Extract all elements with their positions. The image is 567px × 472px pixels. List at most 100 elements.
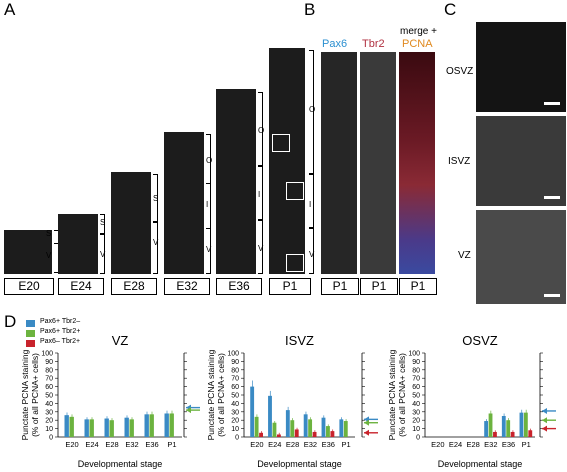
- x-tick-label: E32: [304, 440, 317, 449]
- arrow-head: [542, 407, 547, 414]
- y-tick-label: 0: [49, 435, 53, 442]
- bar: [321, 417, 326, 437]
- x-tick-label: E20: [250, 440, 263, 449]
- x-tick-label: E24: [268, 440, 281, 449]
- bar: [294, 429, 299, 437]
- y-tick-label: 40: [231, 401, 239, 408]
- y-tick-label: 30: [231, 409, 239, 416]
- micrograph-e20: [4, 230, 52, 274]
- micrograph-e36: [216, 89, 256, 274]
- y-tick-label: 50: [412, 393, 420, 400]
- x-tick-label: P1: [341, 440, 350, 449]
- zone-bracket: [100, 234, 105, 274]
- stage-label-p1-merge: P1: [399, 278, 437, 295]
- micrograph-osvz-zoom: [476, 22, 566, 112]
- arrow-head: [542, 417, 547, 424]
- y-tick-label: 90: [231, 359, 239, 366]
- bar: [149, 414, 154, 437]
- zone-label: I: [309, 200, 312, 209]
- channel-label-pcna: PCNA: [402, 38, 433, 50]
- micrograph-merge: [399, 52, 435, 274]
- y-tick-label: 40: [412, 401, 420, 408]
- panel-letter-d: D: [4, 312, 17, 331]
- arrow-head: [364, 419, 369, 426]
- bar: [303, 414, 308, 437]
- bar: [104, 418, 109, 437]
- y-tick-label: 10: [231, 426, 239, 433]
- chart-title: VZ: [112, 333, 129, 348]
- chart-title: ISVZ: [285, 333, 314, 348]
- zone-label-vz: VZ: [458, 250, 471, 261]
- bar: [488, 413, 493, 437]
- y-tick-label: 60: [412, 384, 420, 391]
- bar: [124, 417, 129, 437]
- scale-bar: [544, 196, 560, 199]
- x-tick-label: E28: [286, 440, 299, 449]
- zone-label: I: [206, 200, 209, 209]
- bar: [129, 419, 134, 437]
- micrograph-vz-zoom: [476, 210, 566, 304]
- bar: [169, 413, 174, 437]
- zone-bracket: [153, 222, 158, 274]
- y-axis-label: (% of all PCNA+ cells): [216, 353, 226, 437]
- y-tick-label: 70: [45, 376, 53, 383]
- y-tick-label: 20: [45, 418, 53, 425]
- bar: [268, 395, 272, 437]
- zone-label: S: [153, 194, 159, 203]
- zone-label: V: [206, 245, 212, 254]
- channel-label-tbr2: Tbr2: [362, 38, 385, 50]
- x-tick-label: P1: [167, 440, 176, 449]
- bar: [308, 419, 313, 437]
- x-tick-label: E28: [466, 440, 479, 449]
- y-tick-label: 100: [41, 351, 53, 358]
- y-tick-label: 60: [231, 384, 239, 391]
- zone-label: O: [258, 126, 265, 135]
- zone-label: V: [153, 238, 159, 247]
- bar: [164, 413, 169, 437]
- bar: [519, 412, 524, 437]
- chart-title: OSVZ: [462, 333, 497, 348]
- bar: [84, 419, 89, 437]
- panel-letter-b: B: [304, 0, 316, 19]
- y-tick-label: 40: [45, 401, 53, 408]
- bar: [343, 421, 348, 437]
- zone-label: S: [46, 229, 52, 238]
- x-tick-label: E36: [502, 440, 515, 449]
- y-tick-label: 90: [412, 359, 420, 366]
- zone-bracket: [206, 228, 211, 274]
- y-tick-label: 70: [231, 376, 239, 383]
- arrow-head: [542, 425, 547, 432]
- y-tick-label: 80: [231, 367, 239, 374]
- micrograph-e24: [58, 214, 98, 274]
- zone-label-isvz: ISVZ: [448, 156, 471, 167]
- bar: [69, 416, 74, 437]
- x-tick-label: E20: [431, 440, 444, 449]
- stage-label-p1: P1: [269, 278, 311, 295]
- bar: [506, 420, 511, 437]
- y-tick-label: 20: [231, 418, 239, 425]
- bar: [144, 414, 149, 437]
- zone-bracket: [258, 166, 263, 220]
- y-tick-label: 80: [412, 367, 420, 374]
- x-tick-label: P1: [522, 440, 531, 449]
- scale-bar: [544, 102, 560, 105]
- bar: [501, 416, 506, 437]
- stage-label-p1-tbr2: P1: [360, 278, 398, 295]
- y-tick-label: 80: [45, 367, 53, 374]
- y-axis-label: Punctate PCNA staining: [206, 349, 216, 440]
- channel-label-pax6: Pax6: [322, 38, 348, 50]
- panel-letter-c: C: [444, 0, 457, 19]
- inset-box-osvz: [272, 134, 290, 152]
- legend-label: Pax6+ Tbr2+: [40, 328, 81, 335]
- bar: [109, 420, 114, 437]
- bar: [523, 412, 528, 437]
- bar: [259, 432, 264, 437]
- micrograph-pax6: [321, 52, 357, 274]
- bar: [250, 386, 255, 437]
- y-tick-label: 30: [45, 409, 53, 416]
- bar: [272, 422, 277, 437]
- channel-label-merge: merge +: [400, 26, 437, 37]
- y-axis-label: Punctate PCNA staining: [387, 349, 397, 440]
